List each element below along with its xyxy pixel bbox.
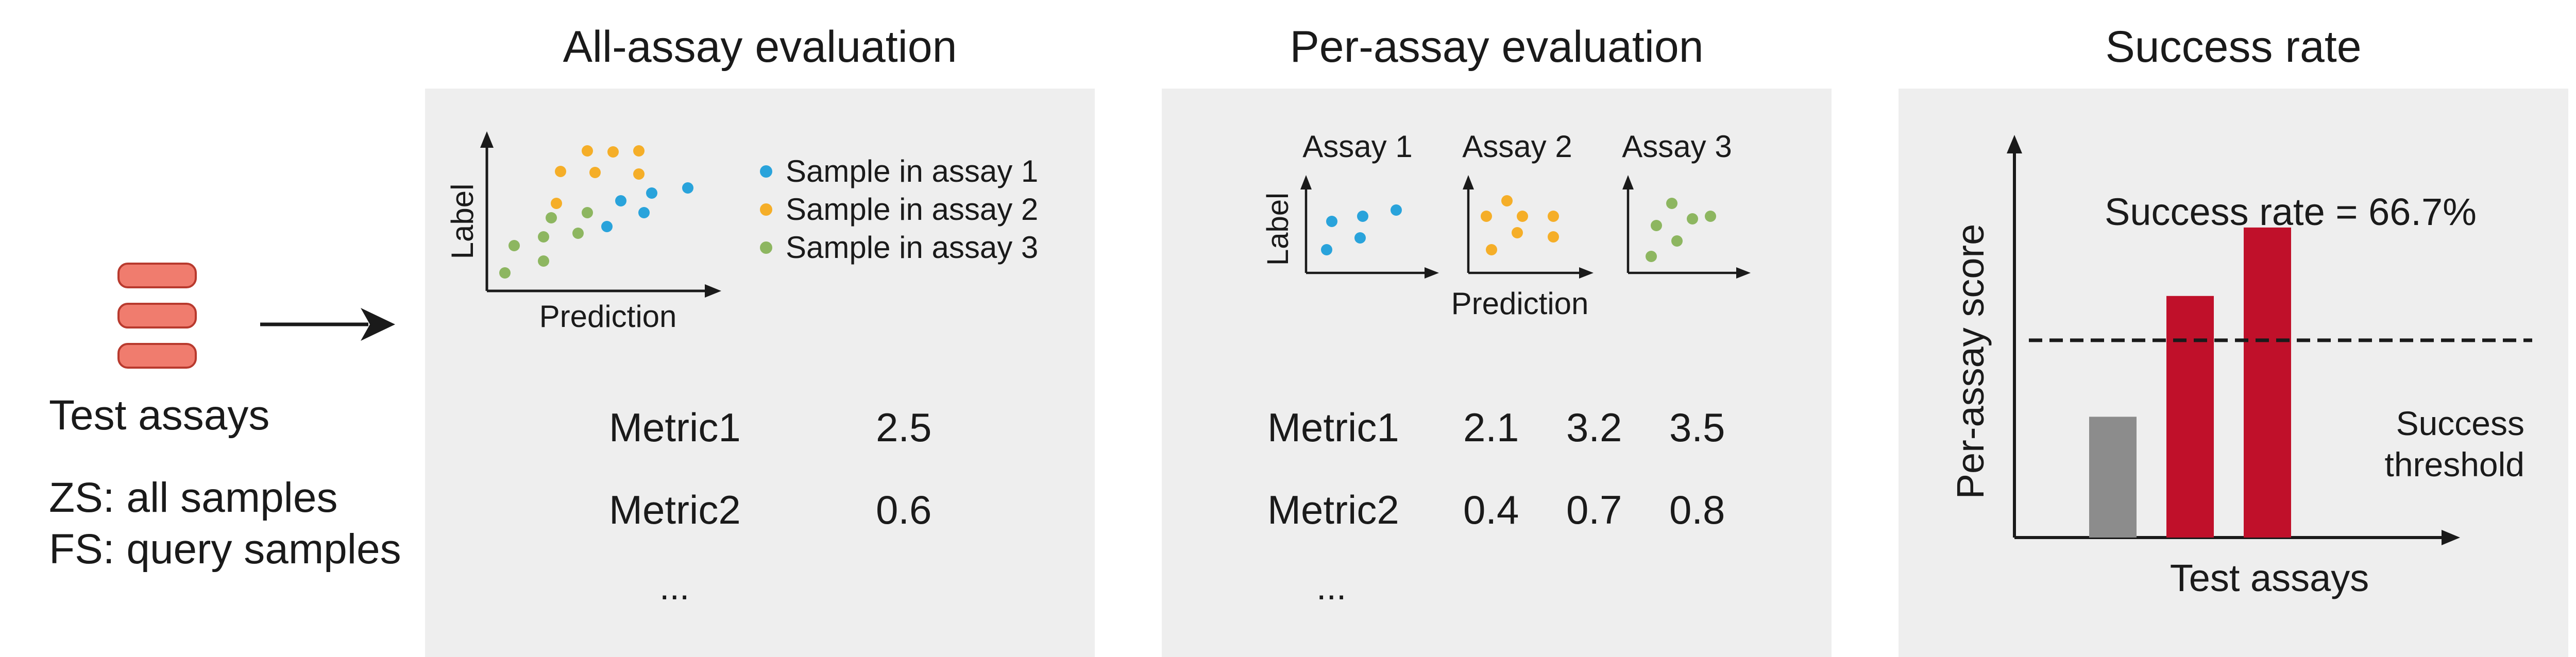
legend-label-assay3: Sample in assay 3	[786, 230, 1038, 265]
all-assay-metric2-name: Metric2	[609, 487, 741, 532]
assay2-point	[1517, 211, 1528, 222]
assay-pill-3	[117, 343, 197, 369]
per-assay-scatter-plots: Assay 1 Assay 2 Assay 3 Label Label Pred…	[1261, 129, 1751, 321]
assay2-point	[1481, 211, 1492, 222]
assay-pill-1	[117, 263, 197, 288]
assay1-point	[646, 187, 657, 199]
assay2-point	[607, 146, 619, 158]
success-rate-panel	[1899, 89, 2568, 657]
assay-pill-2	[117, 303, 197, 328]
all-assay-metric1-name: Metric1	[609, 405, 741, 450]
all-assay-y-arrow	[480, 131, 494, 148]
assay1-point	[1354, 232, 1366, 244]
all-assay-xlabel: Prediction	[539, 299, 677, 334]
per-assay-metric1-value-3: 3.5	[1669, 405, 1725, 450]
assay1-point	[615, 195, 626, 206]
per-assay-ellipsis: ...	[1316, 567, 1347, 607]
threshold-label-line2: threshold	[2384, 445, 2524, 483]
assay1-point	[682, 182, 693, 194]
success-y-arrow	[2007, 135, 2022, 153]
per-assay-metric2-name: Metric2	[1267, 487, 1399, 532]
assay1-point	[1357, 211, 1368, 222]
all-assay-title: All-assay evaluation	[563, 22, 957, 72]
all-assay-ylabel: Label	[445, 184, 480, 260]
all-assay-scatter-plot: Label Prediction Sample in assay 1 Sampl…	[445, 131, 1038, 334]
success-rate-value: Success rate = 66.7%	[2105, 191, 2477, 233]
assay3-point	[1646, 251, 1657, 262]
assay3-point	[1666, 198, 1677, 209]
legend-dot-assay2	[760, 203, 772, 216]
all-assay-metric2-value: 0.6	[876, 487, 932, 532]
assay3-point	[509, 240, 520, 251]
assay2-point	[1501, 195, 1513, 206]
per-assay-metric2-value-1: 0.4	[1463, 487, 1519, 532]
assay2-point	[1548, 231, 1559, 243]
assay1-point	[1321, 244, 1332, 255]
assay2-point	[555, 166, 566, 177]
per-assay-score-ylabel: Per-assay score	[1949, 224, 1992, 499]
assay2-point	[633, 145, 645, 157]
assay3-point	[538, 255, 549, 267]
passing-assay-bar	[2166, 296, 2214, 538]
all-assay-x-arrow	[705, 284, 721, 298]
assay1-point	[638, 207, 650, 218]
test-assays-icon	[117, 263, 197, 369]
test-assays-label: Test assays	[49, 392, 270, 439]
per-assay-panel	[1162, 89, 1832, 657]
assay3-point	[1687, 213, 1698, 224]
per-assay-metric1-value-1: 2.1	[1463, 405, 1519, 450]
success-rate-chart: Per-assay score Test assays Success rate…	[1949, 135, 2532, 599]
assay2-title: Assay 2	[1462, 129, 1572, 164]
success-x-arrow	[2442, 530, 2460, 545]
assay3-point	[546, 212, 557, 223]
zs-description: ZS: all samples	[49, 474, 338, 521]
per-assay-metric1-value-2: 3.2	[1566, 405, 1622, 450]
assay3-point	[1651, 220, 1662, 231]
assay2-point	[582, 145, 593, 157]
success-rate-title: Success rate	[2105, 22, 2362, 72]
assay2-point	[1486, 244, 1497, 255]
assay2-point	[633, 168, 645, 180]
per-assay-title: Per-assay evaluation	[1290, 22, 1704, 72]
test-assays-xlabel: Test assays	[2170, 557, 2369, 599]
per-assay-xlabel: Prediction	[1451, 286, 1589, 321]
assay2-point	[589, 167, 601, 178]
legend-dot-assay1	[760, 165, 772, 178]
per-assay-metric2-value-3: 0.8	[1669, 487, 1725, 532]
per-assay-metric2-value-2: 0.7	[1566, 487, 1622, 532]
assay3-point	[1705, 211, 1716, 222]
assay1-point	[601, 221, 613, 232]
assay1-title: Assay 1	[1302, 129, 1412, 164]
all-assay-metric1-value: 2.5	[876, 405, 932, 450]
assay1-point	[1326, 216, 1337, 227]
legend-dot-assay3	[760, 241, 772, 254]
passing-assay-bar	[2244, 227, 2291, 538]
per-assay-metric1-name: Metric1	[1267, 405, 1399, 450]
assay2-point	[1548, 211, 1559, 222]
assay2-point	[551, 198, 562, 209]
threshold-label-line1: Success	[2396, 404, 2524, 442]
assay1-point	[1391, 204, 1402, 216]
assay3-point	[1671, 235, 1683, 247]
all-assay-ellipsis: ...	[659, 567, 690, 607]
all-assay-panel	[425, 89, 1095, 657]
assay3-point	[572, 228, 584, 239]
assay3-point	[499, 267, 511, 279]
flow-arrow-icon	[260, 308, 395, 341]
per-assay-ylabel-visible: Label	[1261, 193, 1295, 266]
failing-assay-bar	[2089, 417, 2137, 538]
assay2-point	[1512, 227, 1523, 238]
assay3-point	[582, 207, 593, 218]
assay3-title: Assay 3	[1622, 129, 1732, 164]
fs-description: FS: query samples	[49, 526, 401, 573]
assay3-point	[538, 231, 549, 243]
legend-label-assay2: Sample in assay 2	[786, 192, 1038, 227]
legend-label-assay1: Sample in assay 1	[786, 154, 1038, 188]
